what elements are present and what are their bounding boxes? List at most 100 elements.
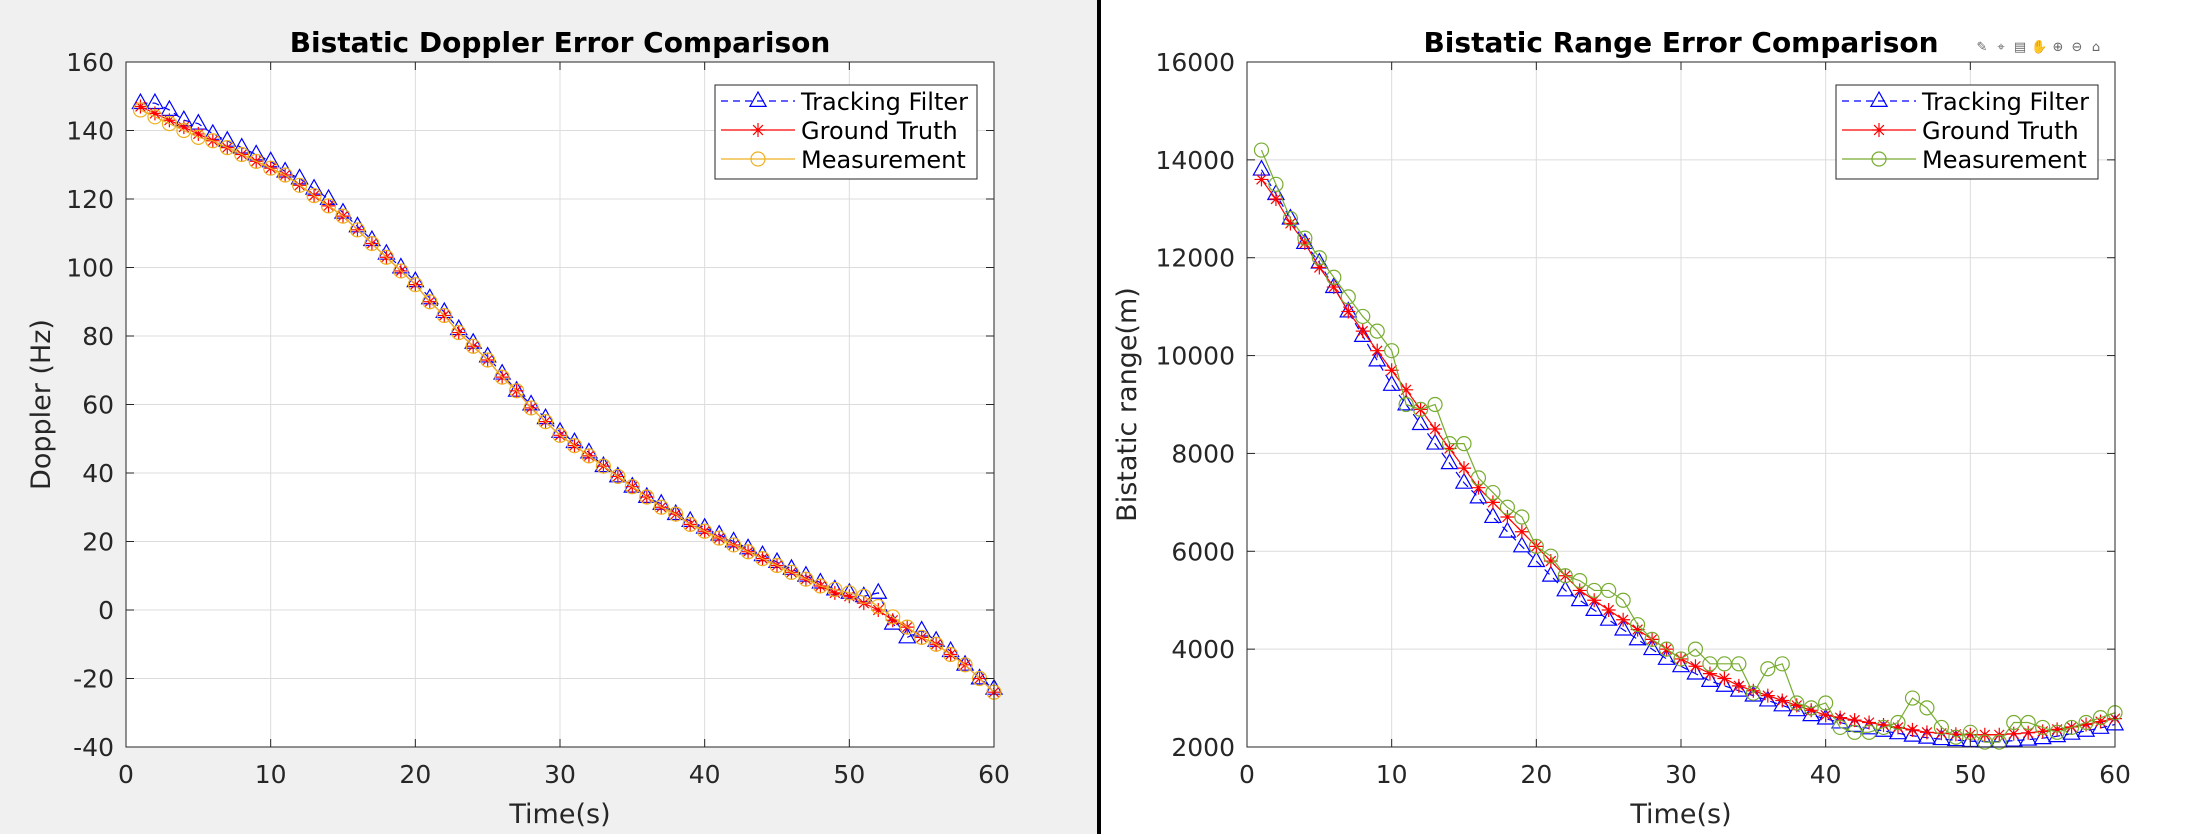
- data-point: [1297, 236, 1312, 251]
- data-point: [595, 458, 612, 474]
- data-point: [292, 177, 308, 193]
- data-point: [2033, 727, 2052, 745]
- data-point: [1355, 308, 1371, 325]
- data-point: [2004, 730, 2023, 747]
- data-point: [2064, 719, 2080, 736]
- home-icon[interactable]: ⌂: [2091, 40, 2101, 55]
- data-point: [1760, 688, 1775, 703]
- legend-item[interactable]: Tracking Filter: [1842, 88, 2089, 116]
- doppler-error-chart[interactable]: 0 10 20 30 40 50 60 -40 -20 0 20 40 60 80 100 120 140 160…: [26, 26, 1010, 830]
- x-axis-label: Time(s): [508, 799, 610, 830]
- data-point: [1397, 394, 1416, 411]
- x-tick-label: 60: [978, 760, 1010, 789]
- data-point: [1587, 593, 1602, 608]
- legend-icon[interactable]: ▤: [2013, 40, 2027, 55]
- data-point: [1687, 641, 1704, 657]
- pan-icon[interactable]: ✋: [2031, 40, 2048, 55]
- data-point: [1457, 461, 1471, 476]
- data-point: [147, 106, 162, 121]
- range-error-chart[interactable]: 0 10 20 30 40 50 60 2000 4000 6000 8000 10000 12000 1…: [1112, 26, 2131, 830]
- brush-icon[interactable]: ✎: [1976, 40, 1988, 55]
- zoom-out-icon[interactable]: ⊖: [2071, 40, 2083, 55]
- data-point: [2048, 726, 2067, 743]
- data-point: [1773, 695, 1792, 712]
- data-point: [2035, 719, 2051, 736]
- y-tick-label: 6000: [1171, 537, 1235, 566]
- legend-item[interactable]: Measurement: [721, 146, 966, 174]
- legend-label: Ground Truth: [801, 117, 958, 145]
- data-point: [1254, 172, 1269, 187]
- data-point: [1963, 727, 1978, 742]
- x-tick-label: 20: [399, 760, 431, 789]
- data-point: [523, 400, 539, 416]
- data-point: [1572, 573, 1588, 589]
- data-point: [1933, 719, 1950, 736]
- data-point: [1847, 713, 1862, 728]
- data-point: [147, 109, 163, 125]
- data-point: [1760, 661, 1776, 677]
- panel-divider[interactable]: [1097, 0, 1101, 834]
- data-point: [508, 383, 525, 399]
- datatip-icon[interactable]: ⌖: [1997, 40, 2005, 55]
- x-tick-label: 0: [1239, 760, 1255, 789]
- data-point: [2006, 726, 2021, 741]
- data-point: [263, 160, 279, 176]
- axes-toolbar: ✎ ⌖ ▤ ✋ ⊕ ⊖ ⌂: [1974, 40, 2104, 56]
- data-point: [1370, 343, 1385, 358]
- data-point: [494, 369, 510, 385]
- data-point: [2093, 714, 2108, 729]
- data-point: [1485, 484, 1501, 501]
- data-point: [1991, 734, 2007, 750]
- data-point: [1616, 612, 1631, 627]
- data-point: [842, 589, 857, 604]
- data-point: [1686, 663, 1705, 680]
- data-point: [725, 537, 742, 553]
- data-point: [581, 448, 597, 464]
- y-tick-label: 8000: [1171, 439, 1235, 468]
- data-point: [2062, 723, 2081, 740]
- x-axis-label: Time(s): [1629, 799, 1731, 830]
- data-point: [653, 499, 669, 515]
- data-point: [827, 581, 843, 598]
- data-point: [1601, 603, 1616, 617]
- data-point: [1427, 396, 1443, 413]
- data-point: [1875, 719, 1892, 736]
- data-point: [1355, 324, 1370, 339]
- data-point: [234, 146, 250, 163]
- data-point: [668, 506, 684, 522]
- series-measurement: [1253, 142, 2123, 750]
- data-point: [1425, 433, 1445, 450]
- y-tick-label: 4000: [1171, 635, 1235, 664]
- legend-item[interactable]: Measurement: [1842, 146, 2087, 174]
- data-point: [899, 619, 915, 635]
- data-point: [1774, 656, 1790, 672]
- x-tick-label: 20: [1520, 760, 1552, 789]
- zoom-in-icon[interactable]: ⊕: [2052, 40, 2064, 55]
- series-line: [140, 109, 995, 693]
- data-point: [161, 116, 177, 132]
- data-point: [1514, 524, 1529, 539]
- data-point: [1498, 521, 1517, 538]
- y-tick-label: 14000: [1155, 146, 1235, 175]
- x-tick-label: 50: [1954, 760, 1986, 789]
- data-point: [841, 585, 857, 601]
- legend-item[interactable]: Ground Truth: [1842, 117, 2079, 145]
- data-point: [1601, 582, 1617, 599]
- data-point: [798, 571, 814, 587]
- y-axis-label: Doppler (Hz): [26, 319, 57, 490]
- data-point: [1382, 374, 1401, 391]
- legend-item[interactable]: Ground Truth: [721, 117, 958, 145]
- legend-item[interactable]: Tracking Filter: [721, 88, 968, 116]
- legend-swatch-marker: [1872, 123, 1886, 137]
- data-point: [176, 120, 191, 135]
- data-point: [1746, 683, 1761, 698]
- data-point: [1789, 698, 1804, 713]
- x-tick-label: 10: [1376, 760, 1408, 789]
- data-point: [1428, 421, 1443, 436]
- x-tick-label: 0: [118, 760, 134, 789]
- y-tick-label: 10000: [1155, 342, 1235, 371]
- data-point: [248, 153, 264, 169]
